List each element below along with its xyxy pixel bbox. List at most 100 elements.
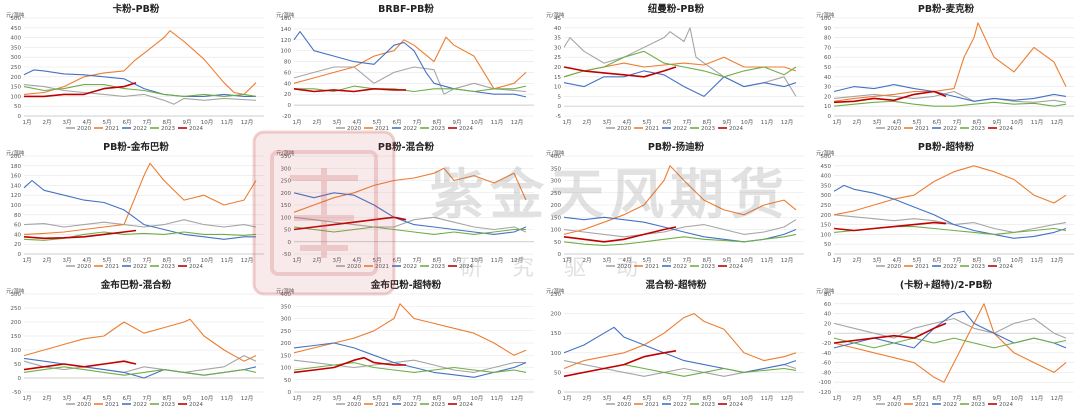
y-tick-label: -20 — [822, 341, 831, 347]
x-tick-label: 8月 — [703, 119, 712, 126]
x-tick-label: 11月 — [221, 119, 234, 126]
x-tick-label: 8月 — [973, 119, 982, 126]
y-tick-label: 160 — [281, 16, 292, 22]
y-tick-label: 40 — [824, 75, 831, 81]
x-tick-label: 2月 — [583, 395, 592, 402]
legend-label: 2020 — [887, 402, 901, 408]
series-line-2022 — [293, 192, 527, 235]
y-tick-label: 40 — [284, 81, 291, 87]
x-tick-label: 3月 — [333, 119, 342, 126]
y-tick-label: 250 — [551, 292, 562, 298]
x-tick-label: 4月 — [83, 119, 92, 126]
x-tick-label: 3月 — [603, 119, 612, 126]
x-tick-label: 7月 — [143, 257, 152, 264]
y-tick-label: 180 — [11, 164, 22, 170]
series-line-2023 — [833, 337, 1067, 349]
y-tick-label: 100 — [281, 366, 292, 372]
y-axis-unit-label: 元/湿吨 — [276, 287, 295, 295]
y-tick-label: 300 — [11, 292, 22, 298]
watermark-slogan: 研究驱动 — [460, 256, 669, 281]
legend-label: 2023 — [971, 264, 985, 270]
series-line-2024 — [293, 216, 407, 231]
series-line-2024 — [833, 221, 947, 232]
y-tick-label: 300 — [551, 179, 562, 185]
y-tick-label: 20 — [824, 94, 831, 100]
legend-label: 2023 — [971, 126, 985, 132]
y-tick-label: 150 — [11, 85, 22, 91]
y-tick-label: 150 — [551, 215, 562, 221]
x-tick-label: 7月 — [683, 257, 692, 264]
x-tick-label: 5月 — [103, 395, 112, 402]
legend-label: 2024 — [189, 402, 203, 408]
y-tick-label: 100 — [11, 203, 22, 209]
legend-label: 2022 — [673, 126, 687, 132]
y-axis-unit-label: 元/湿吨 — [6, 149, 25, 157]
x-tick-label: 10月 — [1011, 119, 1024, 126]
y-tick-label: -100 — [819, 380, 832, 386]
x-tick-label: 10月 — [1011, 257, 1024, 264]
x-tick-label: 3月 — [873, 119, 882, 126]
x-tick-label: 7月 — [413, 395, 422, 402]
legend-label: 2024 — [459, 264, 473, 270]
x-tick-label: 10月 — [201, 395, 214, 402]
y-tick-label: 60 — [14, 223, 21, 229]
legend-label: 2021 — [915, 264, 929, 270]
y-tick-label: 50 — [824, 242, 831, 248]
x-tick-label: 10月 — [741, 395, 754, 402]
x-tick-label: 6月 — [663, 395, 672, 402]
y-tick-label: 60 — [824, 55, 831, 61]
legend-label: 2023 — [431, 402, 445, 408]
x-tick-label: 11月 — [491, 119, 504, 126]
y-tick-label: 20 — [554, 65, 561, 71]
series-line-2022 — [563, 326, 797, 373]
x-tick-label: 1月 — [833, 119, 842, 126]
series-line-2022 — [833, 184, 1067, 239]
x-tick-label: 9月 — [453, 119, 462, 126]
chart-title: 纽曼粉-PB粉 — [648, 3, 705, 15]
x-tick-label: 6月 — [663, 257, 672, 264]
x-tick-label: 9月 — [183, 257, 192, 264]
x-tick-label: 2月 — [43, 257, 52, 264]
y-tick-label: -20 — [282, 114, 291, 120]
y-tick-label: 20 — [824, 321, 831, 327]
x-tick-label: 12月 — [241, 257, 254, 264]
series-line-2020 — [563, 360, 797, 377]
y-axis-unit-label: 元/湿吨 — [816, 287, 835, 295]
x-tick-label: 8月 — [973, 257, 982, 264]
series-line-2020 — [293, 66, 527, 95]
legend-label: 2020 — [347, 264, 361, 270]
series-line-2020 — [833, 90, 1067, 103]
chart-panel-8: PB粉-超特粉 元/湿吨 0 50 100 150 200 250 300 350 400 450 50… — [812, 140, 1080, 276]
x-tick-label: 12月 — [511, 395, 524, 402]
chart-panel-11: 混合粉-超特粉 元/湿吨 0 50 100 150 200 250 1月 2月 3月 4月 5月 6月 7月… — [542, 278, 810, 414]
legend-label: 2020 — [617, 126, 631, 132]
x-tick-label: 12月 — [1051, 119, 1064, 126]
y-tick-label: -40 — [822, 351, 831, 357]
legend-label: 2020 — [77, 264, 91, 270]
y-tick-label: 100 — [821, 232, 832, 238]
series-line-2024 — [563, 350, 677, 378]
chart-title: 卡粉-PB粉 — [113, 3, 160, 15]
legend-label: 2020 — [887, 126, 901, 132]
y-tick-label: 150 — [281, 353, 292, 359]
y-tick-label: 350 — [821, 183, 832, 189]
x-tick-label: 5月 — [913, 395, 922, 402]
y-tick-label: 60 — [824, 302, 831, 308]
x-tick-label: 2月 — [583, 257, 592, 264]
y-tick-label: 20 — [14, 242, 21, 248]
y-tick-label: 500 — [821, 154, 832, 160]
y-tick-label: 400 — [11, 36, 22, 42]
y-tick-label: 150 — [11, 334, 22, 340]
legend-label: 2022 — [403, 402, 417, 408]
y-tick-label: 50 — [284, 378, 291, 384]
x-tick-label: 7月 — [953, 395, 962, 402]
legend-label: 2024 — [999, 264, 1013, 270]
y-tick-label: 80 — [14, 213, 21, 219]
x-tick-label: 3月 — [63, 257, 72, 264]
y-tick-label: 50 — [14, 104, 21, 110]
x-tick-label: 10月 — [1011, 395, 1024, 402]
series-line-2020 — [563, 27, 797, 97]
chart-panel-9: 金布巴粉-混合粉 元/湿吨 -50 0 50 100 150 200 250 300 1月 2月 3月 4… — [2, 278, 270, 414]
